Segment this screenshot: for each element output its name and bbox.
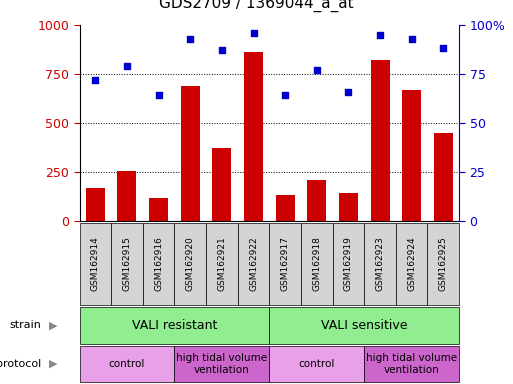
Text: GSM162925: GSM162925 (439, 237, 448, 291)
Text: GSM162919: GSM162919 (344, 237, 353, 291)
Bar (80, 346, 174, 382)
Bar (80, 223, 111, 305)
Bar (238, 223, 269, 305)
Bar (181, 86, 200, 221)
Text: GSM162918: GSM162918 (312, 237, 321, 291)
Point (154, 93, 163, 99)
Bar (206, 223, 238, 305)
Text: GDS2709 / 1369044_a_at: GDS2709 / 1369044_a_at (159, 0, 354, 12)
Bar (434, 133, 453, 221)
Point (91, 77, 100, 83)
Text: ▶: ▶ (49, 320, 57, 331)
Bar (275, 195, 294, 221)
Bar (80, 307, 269, 344)
Text: ▶: ▶ (49, 359, 57, 369)
Text: control: control (299, 359, 335, 369)
Text: GSM162915: GSM162915 (123, 237, 131, 291)
Text: strain: strain (9, 320, 41, 331)
Text: GSM162921: GSM162921 (218, 237, 226, 291)
Bar (364, 223, 396, 305)
Bar (364, 346, 459, 382)
Bar (149, 198, 168, 221)
Bar (174, 223, 206, 305)
Bar (269, 223, 301, 305)
Point (344, 88, 352, 94)
Bar (402, 89, 421, 221)
Point (407, 36, 416, 42)
Point (312, 67, 321, 73)
Text: GSM162917: GSM162917 (281, 237, 290, 291)
Text: protocol: protocol (0, 359, 41, 369)
Text: VALI sensitive: VALI sensitive (321, 319, 407, 332)
Bar (174, 346, 269, 382)
Point (186, 36, 194, 42)
Bar (301, 223, 332, 305)
Text: control: control (109, 359, 145, 369)
Text: GSM162924: GSM162924 (407, 237, 416, 291)
Bar (111, 223, 143, 305)
Text: high tidal volume
ventilation: high tidal volume ventilation (366, 353, 457, 375)
Point (218, 47, 226, 53)
Text: high tidal volume
ventilation: high tidal volume ventilation (176, 353, 267, 375)
Bar (332, 223, 364, 305)
Bar (143, 223, 174, 305)
Bar (117, 171, 136, 221)
Text: GSM162916: GSM162916 (154, 237, 163, 291)
Point (123, 63, 131, 69)
Point (249, 30, 258, 36)
Bar (396, 223, 427, 305)
Point (439, 45, 447, 51)
Bar (339, 194, 358, 221)
Bar (370, 60, 389, 221)
Text: GSM162922: GSM162922 (249, 237, 258, 291)
Text: GSM162923: GSM162923 (376, 237, 385, 291)
Bar (307, 180, 326, 221)
Text: GSM162920: GSM162920 (186, 237, 195, 291)
Text: VALI resistant: VALI resistant (132, 319, 217, 332)
Bar (244, 52, 263, 221)
Point (376, 32, 384, 38)
Bar (86, 187, 105, 221)
Bar (269, 346, 364, 382)
Bar (269, 307, 459, 344)
Text: GSM162914: GSM162914 (91, 237, 100, 291)
Bar (212, 148, 231, 221)
Bar (427, 223, 459, 305)
Point (281, 93, 289, 99)
